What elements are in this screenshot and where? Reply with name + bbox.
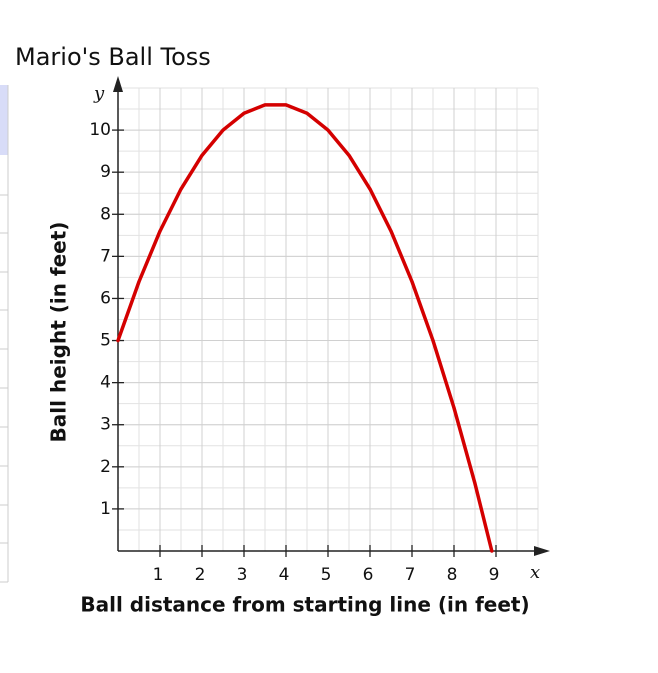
x-tick-label: 3 [237, 565, 248, 585]
y-tick-label: 1 [100, 499, 111, 519]
y-axis-symbol: y [93, 83, 105, 104]
y-tick-label: 7 [100, 246, 111, 266]
sidebar-lines [0, 85, 9, 583]
y-tick-label: 2 [100, 457, 111, 477]
x-tick-label: 8 [447, 565, 458, 585]
curve [116, 103, 494, 553]
x-tick-label: 9 [489, 565, 500, 585]
x-axis-label: Ball distance from starting line (in fee… [80, 593, 529, 617]
y-tick-label: 6 [100, 288, 111, 308]
x-tick-label: 5 [321, 565, 332, 585]
y-tick-label: 9 [100, 162, 111, 182]
x-axis-symbol: x [530, 562, 540, 583]
y-tick-label: 4 [100, 373, 111, 393]
x-axis-arrow [534, 546, 550, 556]
y-tick-label: 10 [89, 120, 111, 140]
y-axis-label: Ball height (in feet) [47, 222, 71, 443]
x-tick-label: 6 [363, 565, 374, 585]
x-tick-label: 2 [195, 565, 206, 585]
y-axis-arrow [113, 76, 123, 92]
x-tick-label: 1 [153, 565, 164, 585]
y-tick-label: 5 [100, 331, 111, 351]
y-tick-label: 8 [100, 204, 111, 224]
sidebar-highlight [0, 85, 8, 155]
x-tick-label: 4 [279, 565, 290, 585]
chart-title: Mario's Ball Toss [15, 43, 211, 71]
x-tick-label: 7 [405, 565, 416, 585]
y-tick-label: 3 [100, 415, 111, 435]
